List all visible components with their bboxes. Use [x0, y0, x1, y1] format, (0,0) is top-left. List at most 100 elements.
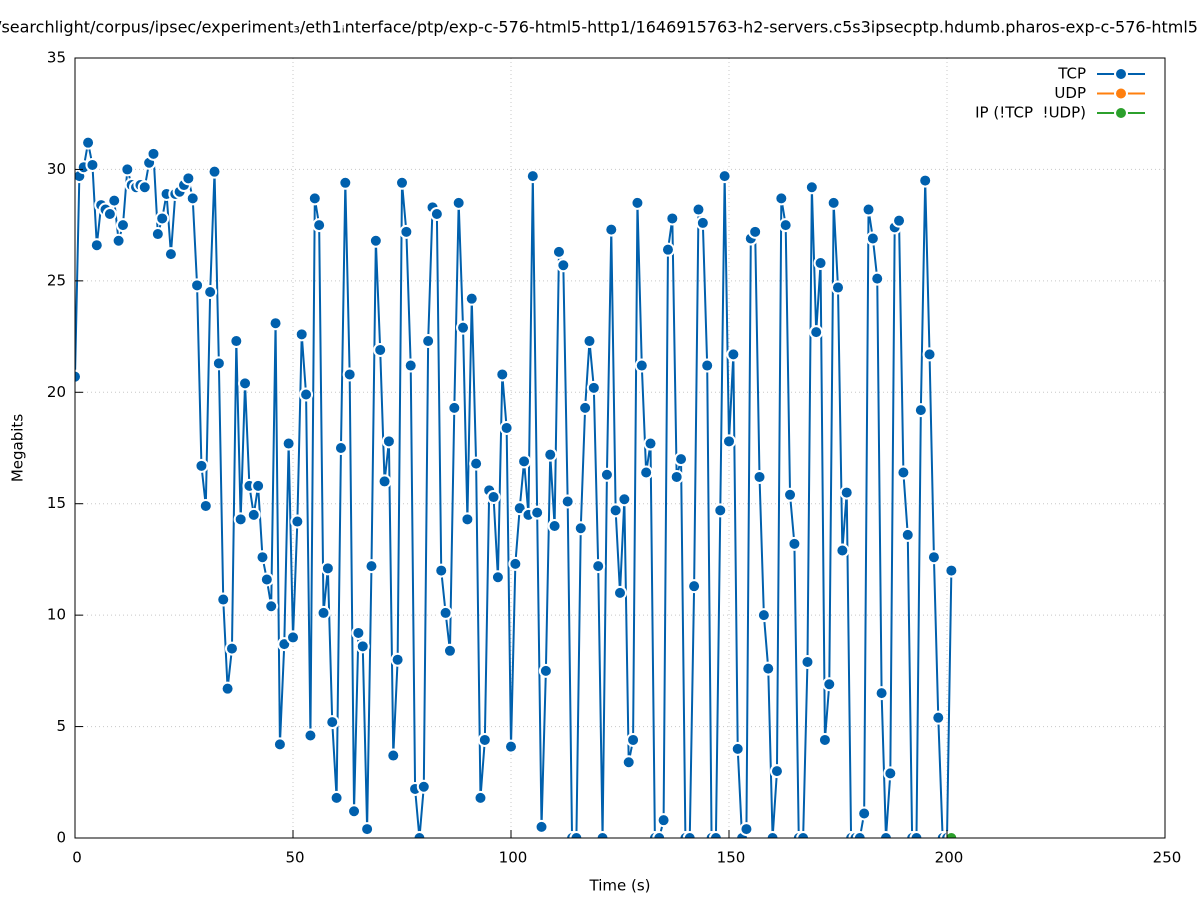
data-point — [220, 681, 235, 696]
data-point — [674, 452, 689, 467]
x-tick-label: 100 — [499, 849, 528, 867]
data-point — [329, 790, 344, 805]
data-point — [447, 400, 462, 415]
data-point — [652, 831, 667, 838]
y-axis-label: Megabits — [9, 414, 27, 482]
data-point — [913, 403, 928, 418]
data-point — [504, 739, 518, 754]
data-point — [347, 804, 362, 819]
data-point — [599, 467, 614, 482]
data-point — [687, 579, 702, 594]
data-point — [517, 454, 532, 469]
y-tick-label: 0 — [56, 829, 66, 847]
data-point — [700, 358, 715, 373]
data-point — [944, 831, 959, 838]
data-point — [264, 599, 279, 614]
data-point — [259, 572, 274, 587]
x-tick-label: 0 — [72, 849, 82, 867]
data-point — [460, 512, 475, 527]
data-point — [464, 291, 479, 306]
data-point — [717, 169, 732, 184]
data-point — [691, 202, 706, 217]
data-point — [708, 831, 723, 838]
data-point — [874, 686, 889, 701]
data-point — [852, 831, 867, 838]
data-point — [325, 715, 340, 730]
data-point — [469, 456, 484, 471]
data-point — [442, 643, 457, 658]
data-point — [312, 218, 327, 233]
data-point — [107, 193, 122, 208]
data-point — [281, 436, 296, 451]
data-point — [543, 447, 558, 462]
data-point — [355, 639, 370, 654]
data-point — [822, 677, 837, 692]
data-point — [682, 831, 697, 838]
data-point — [774, 191, 789, 206]
legend-label: TCP — [1057, 65, 1086, 83]
data-point — [695, 215, 710, 230]
legend-label: IP (!TCP !UDP) — [975, 104, 1086, 122]
data-point — [421, 334, 436, 349]
data-point — [390, 652, 405, 667]
x-tick-label: 150 — [717, 849, 746, 867]
data-point — [272, 737, 287, 752]
data-point — [486, 490, 501, 505]
legend-label: UDP — [1054, 84, 1086, 102]
data-point — [137, 180, 152, 195]
data-point — [268, 316, 283, 331]
data-point — [338, 175, 353, 190]
data-point — [438, 605, 453, 620]
data-point — [81, 135, 96, 150]
y-tick-label: 35 — [47, 49, 66, 67]
data-point — [115, 218, 130, 233]
data-point — [569, 831, 584, 838]
data-point — [639, 465, 654, 480]
data-point — [490, 570, 505, 585]
data-point — [739, 822, 754, 837]
data-point — [573, 521, 588, 536]
data-point — [748, 224, 763, 239]
data-point — [669, 469, 684, 484]
data-point — [294, 327, 309, 342]
data-point — [944, 563, 959, 578]
data-point — [351, 625, 366, 640]
data-point — [909, 831, 924, 838]
data-point — [146, 146, 161, 161]
data-point — [752, 469, 767, 484]
y-tick-label: 20 — [47, 383, 66, 401]
data-point — [316, 605, 331, 620]
data-point — [861, 202, 876, 217]
data-point — [211, 356, 226, 371]
data-point — [900, 527, 915, 542]
data-point — [403, 358, 418, 373]
chart-title: /searchlight/corpus/ipsec/experiment₃/et… — [0, 18, 1197, 37]
data-point — [102, 207, 117, 221]
data-point — [595, 831, 610, 838]
data-point — [251, 478, 266, 493]
plot-area — [75, 135, 959, 838]
data-point — [303, 728, 318, 743]
data-point — [386, 748, 401, 763]
data-point — [224, 641, 239, 656]
data-point — [787, 536, 802, 551]
x-tick-label: 200 — [935, 849, 964, 867]
data-point — [926, 550, 941, 565]
data-point — [111, 233, 126, 248]
data-point — [756, 608, 771, 623]
data-point — [730, 741, 745, 756]
data-point — [835, 543, 850, 558]
data-point — [634, 358, 649, 373]
x-tick-label: 250 — [1153, 849, 1182, 867]
data-point — [85, 157, 100, 172]
x-axis-label: Time (s) — [589, 877, 651, 895]
data-point — [809, 325, 824, 340]
data-point — [783, 487, 798, 502]
data-point — [360, 822, 375, 837]
data-point — [246, 507, 261, 522]
data-point — [203, 285, 218, 299]
legend-marker — [1114, 106, 1128, 120]
data-point — [560, 494, 575, 509]
data-point — [364, 559, 379, 574]
